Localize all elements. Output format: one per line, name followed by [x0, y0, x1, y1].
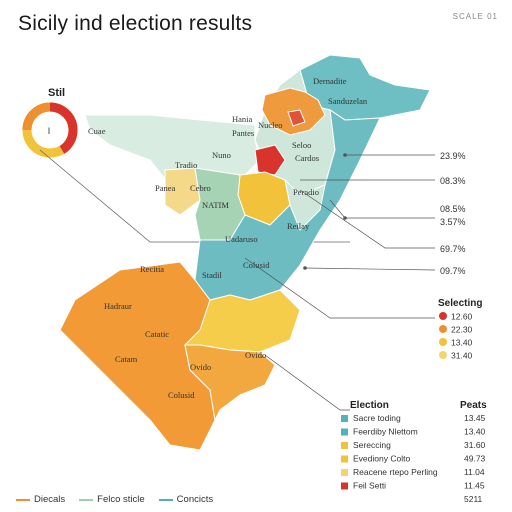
region-tradio [164, 167, 201, 216]
leader-lines: 23.9% 08.3% 08.5% 3.57% 69.7% 09.7% [244, 151, 466, 411]
leader-label-3: 08.5% [440, 204, 466, 214]
election-legend-label: Evediony Colto [353, 454, 410, 464]
leader-line-4 [299, 189, 435, 249]
selecting-legend-marker [439, 351, 447, 359]
election-legend-value: 31.60 [464, 440, 486, 450]
selecting-legend-value: 13.40 [451, 338, 473, 348]
election-legend-swatch [341, 455, 348, 463]
leader-label-1: 23.9% [440, 151, 466, 161]
label-ovido: Ovido [245, 350, 266, 360]
selecting-legend-value: 12.60 [451, 312, 473, 322]
bottom-legend-label-2: Felco sticle [97, 494, 145, 505]
corner-tag: SCALE 01 [452, 12, 498, 21]
label-catatic: Catatic [145, 329, 169, 339]
leader-label-2: 08.3% [440, 176, 466, 186]
election-legend: Election Peats Sacre toding 13.45 Feerdiby… [341, 400, 487, 504]
map-regions [59, 54, 431, 451]
election-legend-swatch [341, 442, 348, 449]
label-hadraur: Hadraur [104, 301, 132, 311]
election-legend-label: Sereccing [353, 440, 391, 450]
bottom-legend-label-3: Concicts [176, 494, 214, 505]
selecting-legend-marker [439, 338, 447, 346]
donut-label: Stil [48, 87, 65, 99]
region-red [254, 144, 286, 176]
label-west: Cuae [88, 126, 106, 136]
region-south-orange [184, 344, 276, 422]
election-legend-label: Feerdiby Nlettom [353, 427, 418, 437]
election-legend-title: Election [350, 400, 389, 411]
label-recitia: Recitia [140, 264, 164, 274]
bottom-legend-item-2: Felco sticle [79, 494, 145, 505]
election-legend-col2: Peats [460, 400, 487, 411]
page-title: Sicily ind election results [18, 12, 253, 35]
label-uadaruso: Uadaruso [225, 234, 258, 244]
label-northeast: Sanduzelan [328, 96, 368, 106]
label-cebro: Cebro [190, 183, 211, 193]
label-pantes: Pantes [232, 128, 254, 138]
election-legend-value: 11.45 [464, 481, 485, 491]
leader-line-3 [329, 199, 435, 219]
label-stadil: Stadil [202, 270, 222, 280]
label-peradio: Peradio [293, 187, 319, 197]
selecting-legend-marker [439, 312, 447, 320]
bottom-legend-item-1: Diecals [16, 494, 65, 505]
label-nuno: Nuno [212, 150, 231, 160]
label-natim: NATIM [202, 200, 229, 210]
leader-line-7 [264, 354, 350, 411]
leader-line-6 [244, 257, 435, 319]
label-relay: Reilay [287, 221, 310, 231]
selecting-legend-marker [439, 325, 447, 333]
election-legend-label: Reacene rtepo Perling [353, 467, 438, 477]
label-catam: Catam [115, 354, 138, 364]
label-tradio: Tradio [175, 160, 197, 170]
region-south-yellow [183, 289, 301, 353]
election-legend-label: Feil Setti [353, 481, 386, 491]
label-colusid-2: Colusid [168, 390, 195, 400]
label-panea: Panea [155, 183, 176, 193]
leader-label-5: 69.7% [440, 244, 466, 254]
donut-center-mark: I [48, 126, 51, 136]
election-legend-swatch [341, 469, 348, 476]
label-cardos: Cardos [295, 153, 319, 163]
bottom-legend-swatch-3 [158, 498, 173, 501]
election-legend-value: 13.45 [464, 413, 486, 423]
election-legend-footer: 5211 [464, 494, 483, 504]
selecting-legend-value: 22.30 [451, 325, 473, 335]
election-legend-swatch [341, 482, 348, 490]
donut-ring-orange [22, 102, 51, 131]
leader-line-5 [304, 267, 436, 271]
selecting-legend-title: Selecting [438, 298, 482, 309]
selecting-legend-value: 31.40 [451, 351, 473, 361]
election-legend-value: 13.40 [464, 427, 486, 437]
election-legend-label: Sacre toding [353, 413, 401, 423]
label-seloo: Seloo [292, 140, 311, 150]
leader-label-4: 3.57% [440, 217, 466, 227]
region-peradio [284, 178, 326, 231]
election-legend-swatch [341, 428, 348, 436]
election-legend-value: 11.04 [464, 467, 485, 477]
selecting-legend: Selecting 12.60 22.30 13.40 31.40 [438, 298, 482, 361]
leader-label-6: 09.7% [440, 266, 466, 276]
election-legend-value: 49.73 [464, 454, 486, 464]
region-red-small [287, 109, 306, 127]
election-legend-swatch [341, 415, 348, 422]
region-labels: Dernadite Sanduzelan Cuae Hania Pantes N… [88, 76, 368, 400]
bottom-legend-label-1: Diecals [34, 494, 66, 505]
label-colusid: Colusid [243, 260, 270, 270]
label-ovido-2: Ovido [190, 362, 211, 372]
donut-ring-red [49, 102, 78, 154]
bottom-legend: Diecals Felco sticle Concicts [16, 494, 213, 505]
label-north: Dernadite [313, 76, 347, 86]
donut-chart: Stil I [22, 87, 350, 243]
label-nucleo: Nucleo [258, 120, 283, 130]
bottom-legend-swatch-1 [16, 498, 30, 501]
bottom-legend-item-3: Concicts [158, 494, 214, 505]
bottom-legend-swatch-2 [79, 498, 94, 501]
label-hania: Hania [232, 114, 253, 124]
